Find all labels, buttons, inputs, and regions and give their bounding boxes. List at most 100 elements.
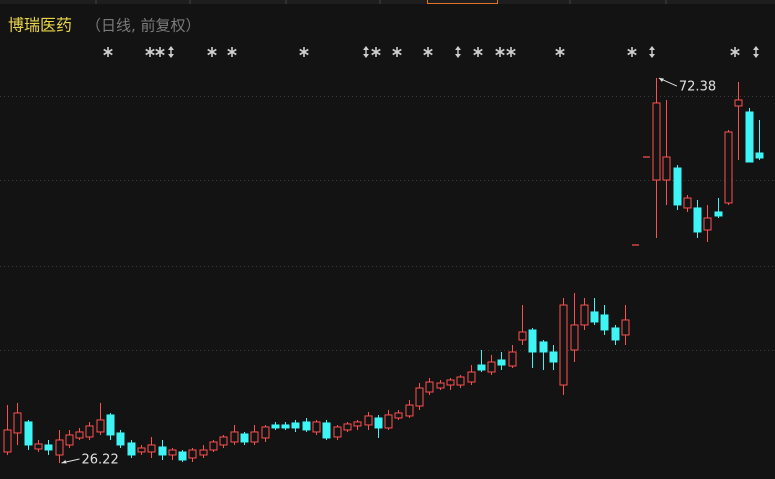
- tab-bar: [0, 0, 775, 4]
- candle-body: [374, 417, 383, 429]
- event-star: [730, 48, 740, 56]
- candle-body: [55, 439, 64, 456]
- event-star: [555, 48, 565, 56]
- event-star: [506, 48, 516, 56]
- candle-body: [508, 351, 517, 367]
- event-star: [227, 48, 237, 56]
- candle-body: [745, 111, 754, 163]
- candle-body: [467, 371, 476, 383]
- event-star: [103, 48, 113, 56]
- candle-body: [75, 431, 84, 439]
- candle-body: [394, 412, 403, 419]
- candle-body: [353, 421, 362, 427]
- candle-body: [168, 449, 177, 456]
- candle-body: [343, 423, 352, 431]
- candle-body: [250, 431, 259, 443]
- candle-body: [600, 314, 609, 331]
- annotation-label: 72.38: [679, 80, 716, 95]
- candle-body: [662, 156, 671, 181]
- candle-body: [734, 99, 743, 107]
- candle-body: [147, 444, 156, 453]
- candle-body: [683, 197, 692, 209]
- event-star: [495, 48, 505, 56]
- candle-body: [333, 426, 342, 438]
- event-star: [627, 48, 637, 56]
- candle-body: [44, 444, 53, 451]
- annotation-pointer-head: [61, 459, 67, 464]
- candle-body: [477, 364, 486, 371]
- event-arrow-head: [363, 46, 369, 58]
- candle-body: [415, 387, 424, 407]
- candle-body: [261, 426, 270, 439]
- event-arrow-head: [753, 46, 759, 58]
- candle-body: [580, 304, 589, 326]
- candle-body: [539, 341, 548, 353]
- candle-body: [528, 329, 537, 353]
- annotation-label: 26.22: [82, 452, 119, 467]
- candle-body: [137, 447, 146, 453]
- event-markers: [103, 46, 759, 58]
- candle-body: [34, 443, 43, 450]
- candle-body: [322, 422, 331, 439]
- event-star: [371, 48, 381, 56]
- chart-title: 博瑞医药: [8, 16, 72, 35]
- candle-body: [570, 324, 579, 351]
- candle-body: [693, 207, 702, 233]
- event-star: [145, 48, 155, 56]
- candle-body: [116, 432, 125, 446]
- candle-body: [291, 422, 300, 429]
- candle-body: [85, 425, 94, 438]
- candle-body: [199, 449, 208, 456]
- candle-body: [65, 434, 74, 446]
- event-star: [423, 48, 433, 56]
- candle-body: [271, 424, 280, 429]
- candle-body: [436, 382, 445, 389]
- event-star: [299, 48, 309, 56]
- candle-body: [755, 152, 764, 159]
- candle-body: [281, 424, 290, 429]
- event-star: [473, 48, 483, 56]
- candle-body: [714, 211, 723, 217]
- event-star: [207, 48, 217, 56]
- candle-body: [384, 414, 393, 429]
- tab-strip: [0, 0, 775, 4]
- candle-body: [209, 441, 218, 451]
- candle-body: [219, 436, 228, 446]
- candle-body: [559, 304, 568, 386]
- candle-body: [3, 429, 12, 453]
- candle-body: [446, 379, 455, 386]
- event-star: [155, 48, 165, 56]
- candle-body: [24, 421, 33, 446]
- candle-body: [364, 415, 373, 426]
- candle-body: [96, 419, 105, 433]
- candle-body: [158, 446, 167, 456]
- candle-body: [240, 433, 249, 443]
- candle-body: [724, 131, 733, 204]
- candle-body: [127, 442, 136, 456]
- candle-body: [312, 421, 321, 433]
- candle-body: [106, 414, 115, 436]
- candle-body: [652, 102, 661, 181]
- event-arrow-head: [649, 46, 655, 58]
- candle-body: [497, 359, 506, 366]
- candle-body: [673, 167, 682, 206]
- candle-body: [178, 451, 187, 461]
- candle-body: [703, 217, 712, 231]
- candle-body: [456, 376, 465, 386]
- candle-body: [518, 331, 527, 341]
- event-star: [392, 48, 402, 56]
- candle-body: [13, 412, 22, 434]
- event-arrow-head: [455, 46, 461, 58]
- candle-body: [230, 431, 239, 443]
- candle-body: [425, 381, 434, 393]
- active-tab: [427, 0, 498, 4]
- candle-body: [302, 421, 311, 431]
- candle-body: [405, 404, 414, 417]
- candle-body: [188, 449, 197, 459]
- candle-body: [611, 327, 620, 341]
- annotation-pointer-head: [658, 78, 664, 83]
- candle-body: [590, 311, 599, 323]
- candle-body: [549, 351, 558, 363]
